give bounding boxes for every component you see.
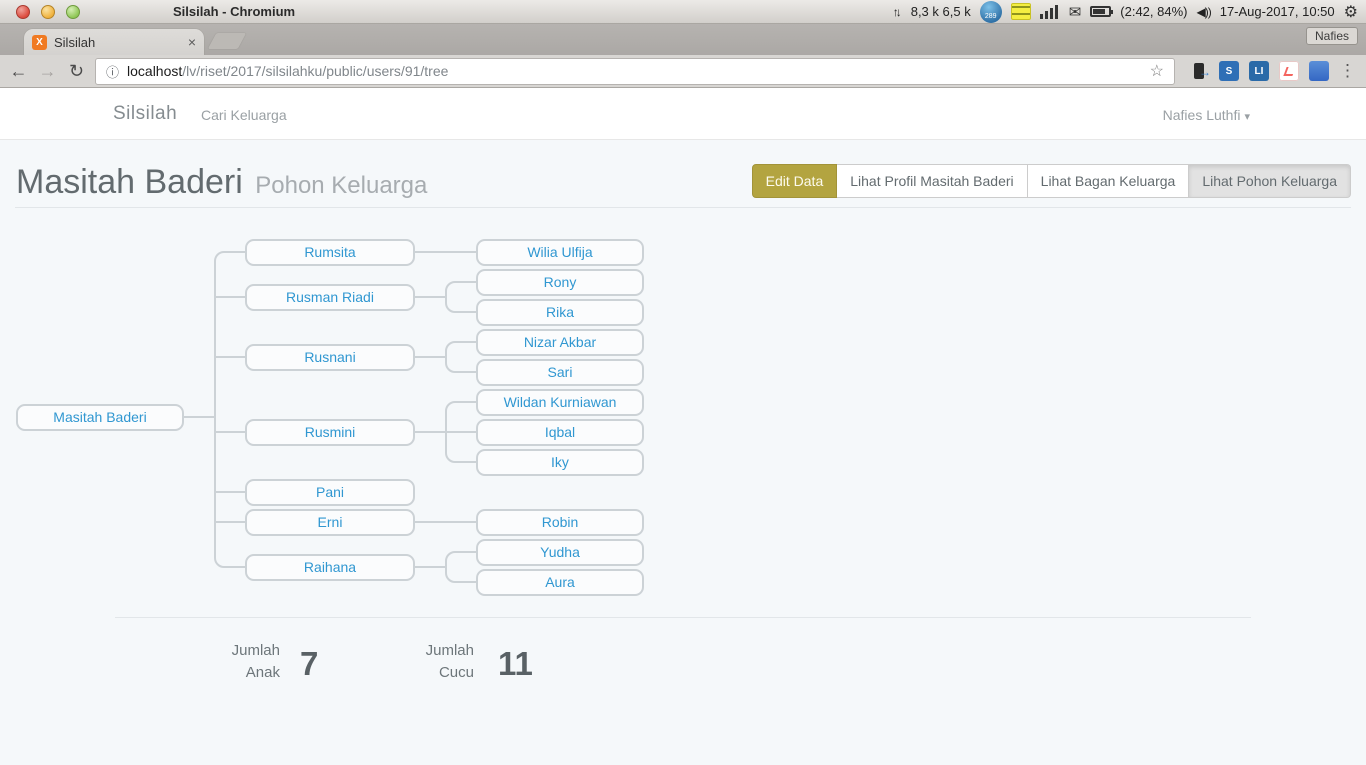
- stat-label-anak: Jumlah Anak: [231, 642, 280, 681]
- top-panel: Silsilah - Chromium ↑↓ 8,3 k 6,5 k 289 ✉…: [0, 0, 1366, 24]
- tree-node-robin[interactable]: Robin: [476, 508, 644, 536]
- sticky-notes-icon[interactable]: [1010, 3, 1031, 20]
- tree-node-wilia-ulfija[interactable]: Wilia Ulfija: [476, 238, 644, 266]
- blue-extension-icon[interactable]: [1309, 61, 1329, 81]
- app-count-badge-icon[interactable]: 289: [979, 0, 1002, 23]
- chevron-down-icon: ▾: [1244, 111, 1250, 123]
- keyboard-indicator-tag: Nafies: [1305, 27, 1358, 45]
- clock-label[interactable]: 17-Aug-2017, 10:50: [1219, 4, 1335, 19]
- volume-icon[interactable]: ◀)): [1196, 4, 1211, 19]
- browser-toolbar: ← → ↻ ⓘ localhost /lv/riset/2017/silsila…: [0, 55, 1366, 88]
- battery-status-label: (2:42, 84%): [1120, 4, 1188, 19]
- tree-node-rony[interactable]: Rony: [476, 268, 644, 296]
- url-host: localhost: [127, 63, 183, 79]
- page-info-icon[interactable]: ⓘ: [106, 64, 120, 80]
- page-header: Masitah Baderi Pohon Keluarga: [16, 160, 427, 211]
- tree-node-rusnani[interactable]: Rusnani: [245, 343, 415, 371]
- nav-cari-keluarga-link[interactable]: Cari Keluarga: [201, 107, 287, 123]
- tree-node-aura[interactable]: Aura: [476, 568, 644, 596]
- tree-node-rumsita[interactable]: Rumsita: [245, 238, 415, 266]
- browser-menu-icon[interactable]: ⋮: [1339, 61, 1356, 80]
- user-name: Nafies Luthfi: [1162, 107, 1241, 123]
- xampp-favicon: X: [32, 34, 47, 50]
- system-tray: ↑↓ 8,3 k 6,5 k 289 ✉ (2:42, 84%) ◀)) 17-…: [892, 0, 1366, 23]
- browser-tab-silsilah[interactable]: X Silsilah ×: [24, 29, 204, 55]
- tree-node-pani[interactable]: Pani: [245, 478, 415, 506]
- page-subtitle: Pohon Keluarga: [255, 172, 428, 199]
- stats-divider: [115, 617, 1251, 618]
- mail-icon[interactable]: ✉: [1068, 3, 1082, 21]
- new-tab-button[interactable]: [207, 33, 247, 49]
- battery-icon[interactable]: [1090, 6, 1114, 17]
- window-minimize-button[interactable]: [41, 4, 55, 19]
- app-navbar: Silsilah Cari Keluarga Nafies Luthfi ▾: [0, 88, 1366, 140]
- window-maximize-button[interactable]: [66, 4, 80, 19]
- tree-node-yudha[interactable]: Yudha: [476, 538, 644, 566]
- reload-icon[interactable]: ↻: [68, 60, 85, 81]
- page-title: Masitah Baderi: [16, 163, 243, 201]
- bookmark-star-icon[interactable]: ☆: [1149, 63, 1164, 80]
- s-extension-icon[interactable]: S: [1219, 61, 1239, 81]
- forward-icon: →: [38, 60, 57, 81]
- user-dropdown[interactable]: Nafies Luthfi ▾: [1163, 107, 1250, 123]
- window-title: Silsilah - Chromium: [173, 4, 296, 19]
- laravel-extension-icon[interactable]: [1279, 61, 1299, 81]
- button-lihat-profil-masitah-baderi[interactable]: Lihat Profil Masitah Baderi: [837, 164, 1028, 198]
- tree-node-wildan-kurniawan[interactable]: Wildan Kurniawan: [476, 388, 644, 416]
- tree-node-sari[interactable]: Sari: [476, 358, 644, 386]
- network-traffic-icon[interactable]: ↑↓: [892, 4, 902, 19]
- action-button-group: Edit Data Lihat Profil Masitah Baderi Liha…: [751, 164, 1351, 198]
- signal-strength-icon[interactable]: [1039, 4, 1060, 19]
- button-lihat-bagan-keluarga[interactable]: Lihat Bagan Keluarga: [1027, 164, 1190, 198]
- url-path: /lv/riset/2017/silsilahku/public/users/9…: [182, 63, 449, 79]
- network-rate-label: 8,3 k 6,5 k: [910, 4, 971, 19]
- tree-node-iqbal[interactable]: Iqbal: [476, 418, 644, 446]
- gear-icon[interactable]: ⚙: [1343, 3, 1358, 21]
- stat-value-cucu: 11: [498, 645, 533, 682]
- extension-icons: → S LI: [1181, 61, 1337, 81]
- window-close-button[interactable]: [16, 4, 30, 19]
- url-bar[interactable]: ⓘ localhost /lv/riset/2017/silsilahku/pu…: [95, 57, 1175, 85]
- tab-close-icon[interactable]: ×: [187, 34, 196, 50]
- header-divider: [15, 207, 1351, 208]
- back-icon[interactable]: ←: [9, 60, 28, 81]
- tree-node-raihana[interactable]: Raihana: [245, 553, 415, 581]
- brand-link[interactable]: Silsilah: [113, 103, 178, 124]
- stat-label-cucu: Jumlah Cucu: [425, 642, 474, 681]
- tree-node-masitah-baderi[interactable]: Masitah Baderi: [16, 403, 184, 431]
- li-extension-icon[interactable]: LI: [1249, 61, 1269, 81]
- tab-title: Silsilah: [54, 34, 96, 50]
- window-controls: [0, 4, 80, 19]
- tree-node-erni[interactable]: Erni: [245, 508, 415, 536]
- tree-node-rusmini[interactable]: Rusmini: [245, 418, 415, 446]
- tab-strip: X Silsilah × Nafies: [0, 24, 1366, 55]
- tree-node-rusman-riadi[interactable]: Rusman Riadi: [245, 283, 415, 311]
- tree-node-nizar-akbar[interactable]: Nizar Akbar: [476, 328, 644, 356]
- tree-node-iky[interactable]: Iky: [476, 448, 644, 476]
- button-edit-data[interactable]: Edit Data: [751, 164, 838, 198]
- web-page: Silsilah Cari Keluarga Nafies Luthfi ▾ Ma…: [0, 88, 1366, 765]
- stat-value-anak: 7: [300, 645, 319, 682]
- phone-extension-icon[interactable]: →: [1189, 61, 1211, 81]
- button-lihat-pohon-keluarga[interactable]: Lihat Pohon Keluarga: [1189, 164, 1351, 198]
- tree-node-rika[interactable]: Rika: [476, 298, 644, 326]
